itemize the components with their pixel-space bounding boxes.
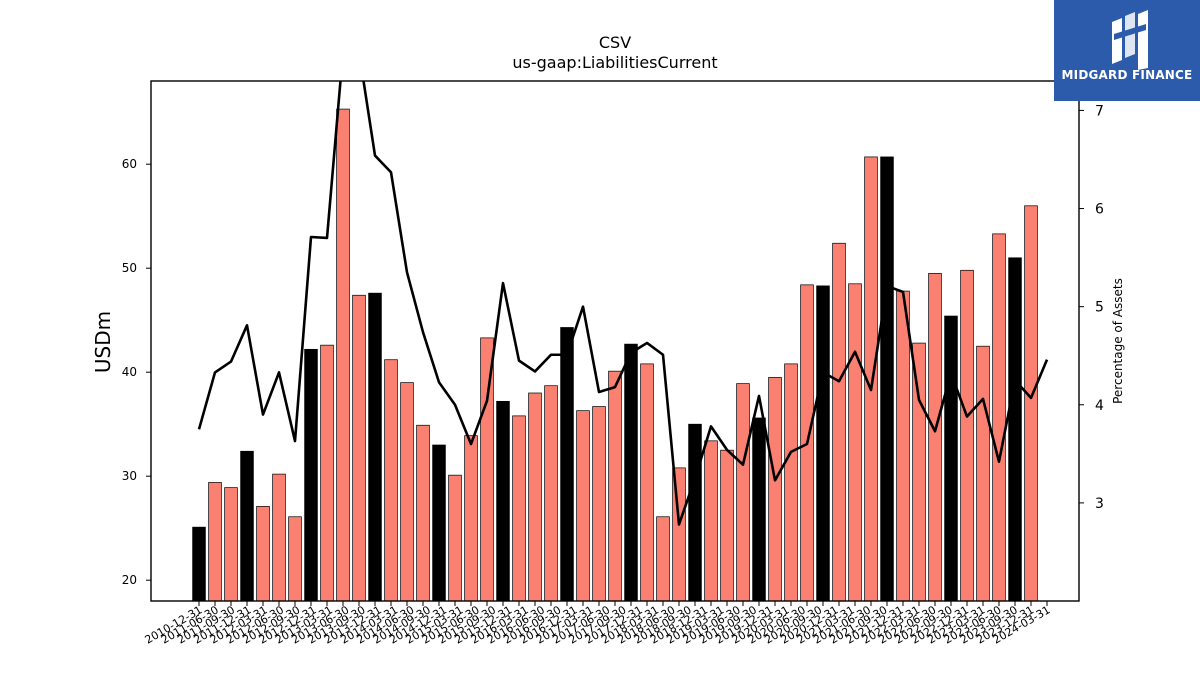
- bar: [480, 337, 494, 601]
- y2-tick-label: 6: [1095, 202, 1104, 218]
- bar: [704, 440, 718, 601]
- y-tick-label: 20: [122, 573, 137, 587]
- y-tick-label: 50: [122, 261, 137, 275]
- line-series: [197, 81, 1049, 526]
- bar: [544, 385, 558, 601]
- bar: [848, 283, 862, 601]
- bar: [512, 415, 526, 601]
- bar: [272, 473, 286, 601]
- bar: [976, 345, 990, 601]
- bar: [1024, 205, 1038, 601]
- y-tick-label: 40: [122, 365, 137, 379]
- bar: [688, 423, 702, 601]
- bar: [944, 315, 958, 601]
- bar: [640, 363, 654, 601]
- logo-mark-icon: [1112, 10, 1148, 70]
- bar: [528, 392, 542, 601]
- bar: [432, 444, 446, 601]
- bar: [400, 382, 414, 601]
- bar: [960, 269, 974, 601]
- bar: [736, 383, 750, 601]
- bar: [624, 343, 638, 601]
- bar: [496, 400, 510, 601]
- bar: [720, 449, 734, 601]
- bar: [224, 487, 238, 601]
- bar: [752, 417, 766, 601]
- bar: [656, 516, 670, 601]
- bar: [464, 435, 478, 601]
- bar: [304, 348, 318, 601]
- chart-subtitle: us-gaap:LiabilitiesCurrent: [512, 53, 717, 72]
- bar: [208, 482, 222, 601]
- y2-axis-label: Percentage of Assets: [1111, 278, 1125, 404]
- bar: [592, 406, 606, 601]
- chart-title: CSV: [599, 33, 631, 52]
- bar: [912, 342, 926, 601]
- y2-tick-label: 7: [1095, 103, 1104, 119]
- bar: [576, 410, 590, 601]
- bar: [784, 363, 798, 601]
- bar: [320, 344, 334, 601]
- axes: 2030405060345672010-12-312011-06-302011-…: [122, 80, 1104, 647]
- bar-series: [192, 108, 1038, 601]
- bar: [336, 108, 350, 601]
- pct-assets-line: [197, 81, 1049, 526]
- bar: [448, 474, 462, 601]
- y2-tick-label: 4: [1095, 398, 1104, 414]
- y-tick-label: 60: [122, 157, 137, 171]
- bar: [368, 292, 382, 601]
- bar: [896, 290, 910, 601]
- bar: [560, 327, 574, 601]
- bar: [992, 233, 1006, 601]
- bar: [352, 294, 366, 601]
- bar: [768, 377, 782, 601]
- bar: [880, 156, 894, 601]
- logo-text: MIDGARD FINANCE: [1061, 68, 1193, 82]
- y-tick-label: 30: [122, 469, 137, 483]
- bar: [256, 506, 270, 601]
- bar: [384, 359, 398, 601]
- bar: [1008, 257, 1022, 601]
- bar: [288, 516, 302, 601]
- y2-tick-label: 5: [1095, 300, 1104, 316]
- logo: MIDGARD FINANCE: [1054, 0, 1200, 101]
- y-axis-label: USDm: [91, 311, 115, 373]
- bar: [928, 273, 942, 601]
- bar: [416, 424, 430, 601]
- bar: [832, 242, 846, 601]
- y2-tick-label: 3: [1095, 496, 1104, 512]
- bar: [608, 370, 622, 601]
- bar: [240, 450, 254, 601]
- bar: [192, 526, 206, 601]
- bar: [816, 285, 830, 601]
